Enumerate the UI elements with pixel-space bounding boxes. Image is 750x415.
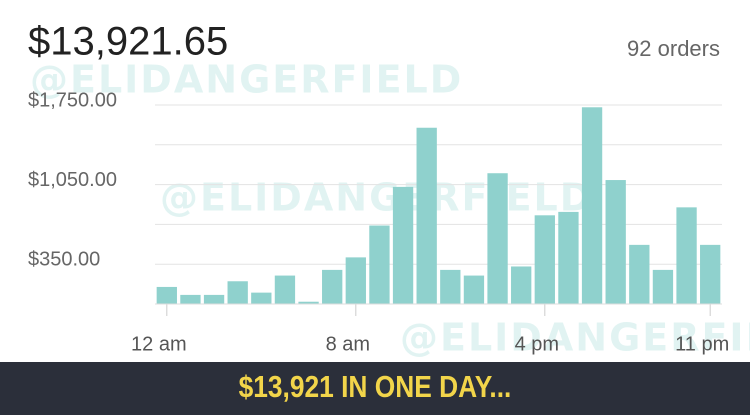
bar <box>511 266 532 304</box>
bar <box>558 211 579 304</box>
bar <box>700 244 721 304</box>
banner-bg <box>0 362 750 415</box>
bar <box>322 269 343 304</box>
orders: 92 orders <box>627 36 720 61</box>
bar <box>345 257 366 304</box>
bar <box>581 107 603 304</box>
bar <box>369 225 390 304</box>
total: $13,921.65 <box>28 20 228 64</box>
x-tick-label: 12 am <box>131 333 187 355</box>
bar <box>463 275 485 304</box>
y-tick-label: $1,750.00 <box>28 89 117 111</box>
watermark: @ELIDANGERFIELD <box>160 176 593 220</box>
bar <box>203 294 225 304</box>
bar <box>416 127 437 304</box>
bar <box>251 292 272 304</box>
x-tick-label: 8 am <box>326 333 370 355</box>
bar <box>274 275 296 304</box>
watermark: @ELIDANGERFIELD <box>400 316 750 360</box>
bar <box>298 301 319 304</box>
bar <box>392 186 414 304</box>
bar <box>629 244 650 304</box>
bar <box>605 180 626 304</box>
bar <box>227 281 248 304</box>
bar <box>534 215 555 304</box>
x-tick-label: 4 pm <box>515 333 559 355</box>
bar <box>652 269 674 304</box>
y-tick-label: $1,050.00 <box>28 169 117 191</box>
watermark: @ELIDANGERFIELD <box>30 58 463 102</box>
banner: $13,921 IN ONE DAY... <box>239 370 512 404</box>
bar <box>487 173 508 304</box>
bar <box>440 269 461 304</box>
x-tick-label: 11 pm <box>675 333 729 355</box>
y-tick-label: $350.00 <box>28 248 100 270</box>
bar <box>156 286 177 304</box>
bar <box>676 207 697 304</box>
bar <box>180 294 201 304</box>
